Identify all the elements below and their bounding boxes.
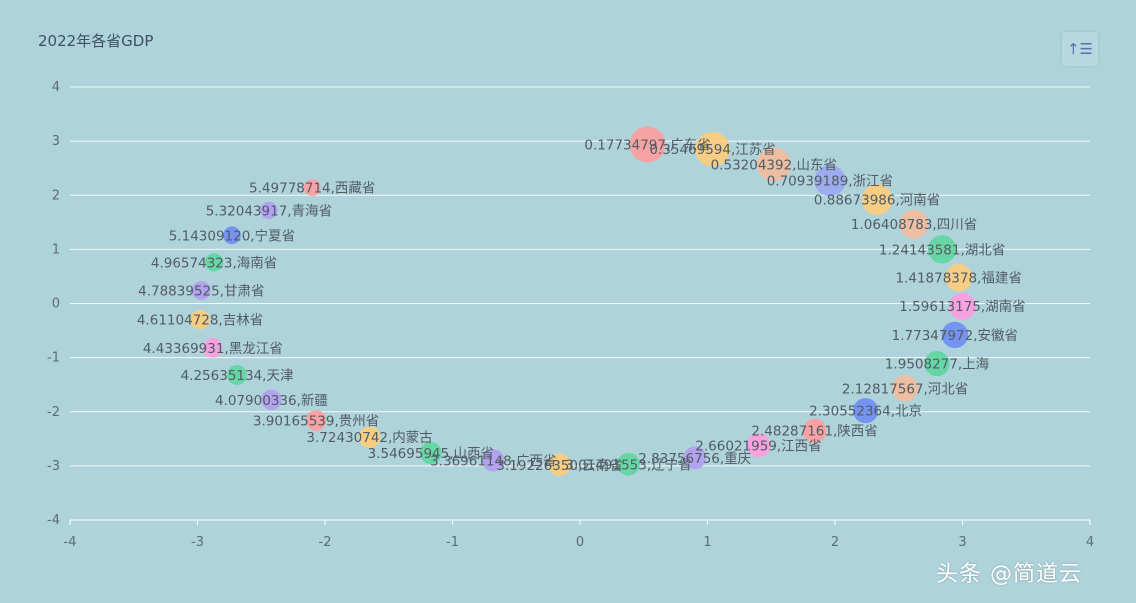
data-label: 0.88673986,河南省 [814, 193, 940, 209]
y-tick-label: -1 [47, 351, 60, 366]
y-tick-label: 2 [52, 188, 60, 203]
data-point [802, 418, 827, 443]
data-label: 0.35469594,江苏省 [649, 142, 775, 158]
watermark: 头条 @简道云 [936, 562, 1082, 587]
data-label: 4.78839525,甘肃省 [138, 284, 264, 300]
x-tick-label: 0 [576, 535, 584, 550]
data-point [617, 452, 640, 476]
data-label: 2.30552364,北京 [809, 404, 922, 420]
x-tick-label: -2 [319, 535, 332, 550]
data-point [202, 338, 223, 358]
data-point [548, 453, 571, 477]
data-point [261, 389, 282, 411]
data-point [223, 226, 241, 245]
y-tick-label: -4 [47, 513, 60, 528]
grid-lines [70, 86, 1090, 521]
data-label: 5.32043917,青海省 [206, 203, 332, 219]
data-label: 1.24143581,湖北省 [879, 242, 1005, 258]
data-label: 5.14309120,宁夏省 [169, 227, 295, 244]
data-label: 3.90165539,贵州省 [253, 413, 379, 429]
data-label: 1.9508277,上海 [885, 357, 989, 373]
data-point [949, 292, 976, 320]
data-point [629, 126, 666, 163]
x-tick-label: 1 [703, 535, 711, 550]
y-tick-label: -2 [47, 405, 60, 420]
data-points [190, 126, 976, 477]
x-tick-label: -4 [64, 535, 77, 550]
data-point [853, 398, 879, 424]
data-point [191, 281, 211, 300]
x-tick-label: 2 [831, 535, 839, 550]
data-point [861, 184, 893, 215]
x-tick-label: -1 [446, 535, 459, 550]
data-point [303, 179, 321, 197]
data-point [695, 131, 730, 167]
data-point [204, 253, 224, 272]
x-tick-label: 4 [1086, 535, 1094, 550]
data-label: 2.48287161,陕西省 [751, 424, 877, 440]
y-tick-label: 4 [52, 80, 60, 95]
data-label: 4.07900336,新疆 [215, 393, 328, 409]
y-tick-label: -3 [47, 459, 60, 474]
sort-ascending-icon[interactable]: ↑☰ [1062, 32, 1098, 66]
data-label: 2.83756756,重庆 [638, 451, 751, 467]
data-label: 2.12817567,河北省 [842, 381, 968, 397]
data-label: 3.36961148,广西省 [430, 453, 556, 469]
data-label: 1.41878378,福建省 [895, 271, 1021, 287]
data-label: 1.77347972,安徽省 [892, 328, 1018, 344]
data-label: 1.06408783,四川省 [851, 217, 977, 233]
data-label: 4.43369931,黑龙江省 [143, 341, 283, 357]
data-point [305, 410, 327, 431]
data-point [683, 446, 707, 470]
data-point [358, 426, 381, 448]
data-point [899, 209, 929, 239]
data-point [482, 449, 505, 472]
data-label: 0.53204392,山东省 [711, 157, 837, 173]
data-label: 3.19226350,云南省 [496, 458, 622, 474]
data-point [227, 364, 247, 385]
data-point [814, 165, 846, 197]
data-point [924, 350, 950, 377]
data-point [927, 235, 957, 264]
data-point [190, 310, 210, 330]
data-label: 3.01491553,辽宁省 [565, 456, 691, 473]
data-label: 4.96574323,海南省 [151, 255, 277, 271]
axes: 4 3 2 1 0 -1 -2 -3 -4 -4 -3 -2 -1 0 1 2 3 4 [47, 80, 1094, 550]
data-label: 4.25635134,天津 [181, 368, 294, 384]
data-label: 0.17734797,广东省 [584, 137, 710, 153]
data-label: 5.49778714,西藏省 [249, 181, 375, 197]
data-point [757, 147, 791, 182]
data-point [941, 321, 969, 349]
x-tick-label: -3 [191, 535, 204, 550]
data-point [746, 433, 771, 458]
data-label: 3.72430742,内蒙古 [306, 430, 432, 446]
chart-title: 2022年各省GDP [38, 32, 154, 50]
data-label: 0.70939189,浙江省 [767, 174, 893, 190]
data-label: 3.54695945,山西省 [368, 446, 494, 462]
y-tick-label: 1 [52, 242, 60, 257]
y-tick-label: 0 [52, 297, 60, 312]
data-label: 1.59613175,湖南省 [899, 299, 1025, 315]
data-point [892, 375, 919, 402]
data-label: 2.66021959,江西省 [695, 438, 821, 454]
x-tick-label: 3 [958, 535, 966, 550]
data-point [419, 441, 442, 464]
data-point [944, 263, 973, 292]
data-label: 4.61104728,吉林省 [137, 313, 263, 329]
data-labels: 0.17734797,广东省0.35469594,江苏省0.53204392,山… [137, 137, 1026, 473]
y-tick-label: 3 [52, 134, 60, 149]
data-point [260, 201, 278, 220]
